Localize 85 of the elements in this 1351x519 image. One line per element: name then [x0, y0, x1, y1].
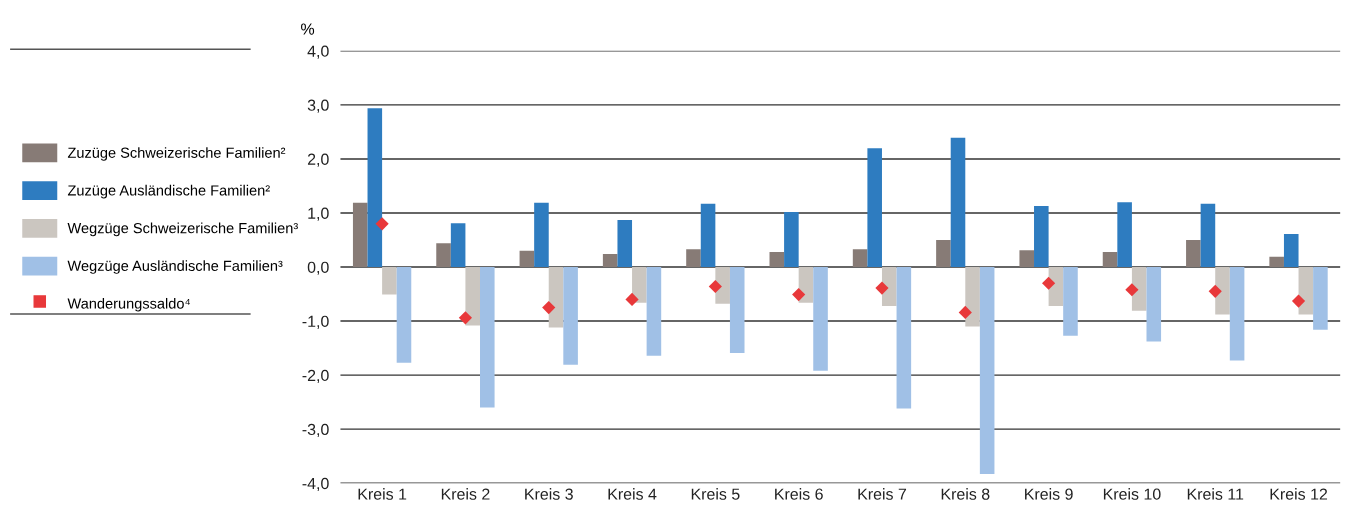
bar [784, 211, 799, 268]
bar [1102, 251, 1118, 268]
x-tick-label: Kreis 8 [941, 488, 990, 500]
bar [534, 202, 549, 268]
legend-label: Wegzüge Ausländische Familien³ [67, 260, 283, 274]
bar [450, 223, 466, 268]
point [875, 281, 889, 295]
bar [480, 267, 495, 408]
bar [700, 203, 716, 268]
bar [867, 148, 882, 268]
bar [852, 249, 868, 268]
x-tick-label: Kreis 4 [608, 488, 657, 500]
point [1291, 294, 1306, 308]
bar [617, 220, 633, 268]
bar [1063, 267, 1078, 336]
point [625, 292, 639, 307]
x-tick-label: Kreis 1 [358, 488, 407, 500]
x-tick-label: Kreis 6 [775, 488, 823, 500]
bar [465, 267, 480, 326]
legend-label: Zuzüge Schweizerische Familien² [67, 147, 286, 161]
bar [1146, 267, 1162, 342]
bar [1131, 267, 1147, 311]
bar [1200, 203, 1216, 268]
legend-label: Wanderungssaldo⁴ [67, 297, 191, 312]
bar [1215, 267, 1230, 315]
bar [1034, 205, 1049, 268]
y-tick-label: 4,0 [307, 45, 329, 59]
bar [646, 267, 662, 356]
bar [367, 108, 383, 268]
point [458, 311, 473, 325]
x-tick-label: Kreis 3 [525, 488, 573, 500]
legend-label: Zuzüge Ausländische Familien² [67, 184, 270, 199]
bar [519, 250, 535, 268]
bar [769, 251, 785, 268]
bar [382, 267, 397, 295]
y-tick-label: 1,0 [308, 207, 329, 221]
y-tick-label: 3,0 [307, 99, 329, 113]
bar [715, 267, 730, 304]
point [1208, 284, 1222, 298]
bar [632, 267, 647, 303]
y-tick-label: -4,0 [302, 477, 329, 492]
bar [548, 267, 564, 328]
bar [436, 243, 451, 268]
bar [1229, 267, 1245, 361]
bar [1269, 256, 1284, 268]
bar [1048, 267, 1064, 306]
bar [798, 267, 814, 303]
bar [965, 267, 980, 327]
x-tick-label: Kreis 11 [1187, 488, 1244, 500]
bar [352, 202, 368, 268]
bar [1313, 267, 1328, 330]
bar [950, 137, 966, 268]
point [708, 279, 722, 294]
bar [936, 240, 951, 268]
point [958, 305, 972, 320]
bar [1117, 202, 1132, 268]
y-tick-label: -1,0 [302, 315, 329, 329]
x-tick-label: Kreis 10 [1103, 488, 1161, 500]
x-tick-label: Kreis 2 [441, 488, 490, 500]
x-tick-label: Kreis 9 [1025, 488, 1073, 500]
bar [813, 267, 828, 371]
x-tick-label: Kreis 5 [691, 488, 740, 500]
legend-label: Wegzüge Schweizerische Familien³ [67, 222, 298, 237]
point [792, 288, 806, 302]
x-tick-label: Kreis 12 [1270, 488, 1328, 500]
bar [979, 267, 995, 474]
x-tick-label: Kreis 7 [858, 488, 907, 500]
bar [563, 267, 578, 365]
bar [881, 267, 897, 306]
point [375, 217, 389, 231]
point [542, 300, 556, 315]
bar [729, 267, 745, 353]
y-tick-label: -3,0 [302, 423, 329, 437]
y-tick-label: 0,0 [307, 261, 329, 275]
bar [1298, 267, 1314, 315]
y-tick-label: -2,0 [302, 369, 329, 383]
bar [1186, 240, 1201, 268]
bar [896, 267, 912, 409]
bar [396, 267, 412, 363]
bar [1019, 250, 1035, 268]
y-axis-title: % [301, 23, 315, 35]
bar [686, 249, 701, 268]
y-tick-label: 2,0 [307, 153, 329, 167]
bar [1283, 234, 1299, 268]
bar [602, 254, 618, 268]
